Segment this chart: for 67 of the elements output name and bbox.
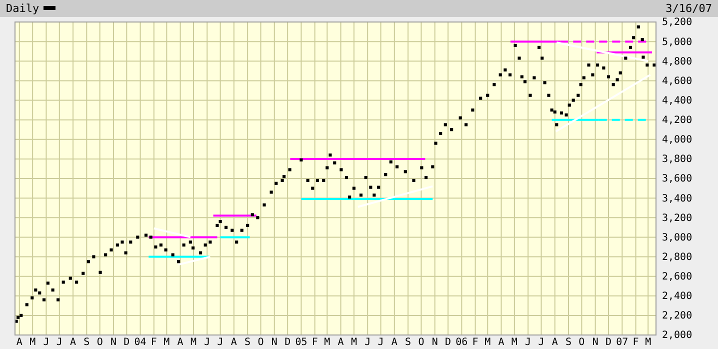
x-tick-label: N [271,337,278,348]
x-tick-label: N [592,337,598,348]
x-tick-label: O [96,337,103,348]
x-tick-label: N [432,337,438,348]
x-tick-label: A [338,337,344,348]
x-tick-label: M [511,337,518,348]
y-tick-label: 4,000 [662,134,692,146]
x-tick-label: J [217,337,224,348]
x-tick-label: M [645,337,652,348]
x-tick-label: J [364,337,371,348]
x-tick-label: 06 [456,337,468,348]
x-tick-label: S [244,337,251,348]
x-tick-label: O [258,337,264,348]
x-tick-label: F [150,337,157,348]
y-tick-label: 3,400 [662,193,692,204]
x-tick-label: A [16,337,22,348]
y-tick-label: 4,600 [662,76,692,87]
x-tick-label: F [632,337,639,348]
x-tick-label: D [284,337,291,348]
y-tick-label: 2,600 [662,272,692,283]
x-tick-label: D [606,337,612,348]
x-tick-label: J [56,337,62,348]
y-tick-label: 4,200 [662,115,692,126]
y-tick-label: 4,400 [662,95,692,106]
y-tick-label: 5,200 [662,17,692,28]
x-tick-label: F [312,337,318,348]
x-tick-label: J [378,337,384,348]
x-tick-label: D [445,337,452,348]
x-tick-label: O [578,337,585,348]
y-tick-label: 3,800 [662,154,692,166]
x-tick-label: M [164,337,170,348]
chart-title: Daily [6,2,40,15]
x-tick-label: 07 [616,337,628,348]
x-tick-label: 04 [134,337,146,348]
x-tick-label: M [30,337,36,348]
x-tick-label: A [177,337,184,348]
x-tick-label: J [43,337,50,348]
y-tick-label: 3,600 [662,174,692,185]
x-tick-label: A [552,337,558,348]
x-tick-label: S [565,337,572,348]
x-tick-label: M [190,337,197,348]
x-tick-label: J [525,337,532,348]
x-tick-label: S [84,337,90,348]
x-tick-label: F [472,337,478,348]
y-tick-label: 3,200 [662,212,692,224]
x-tick-label: A [70,337,76,348]
text: 3/16/07 [666,2,712,15]
x-tick-label: A [391,337,398,348]
y-tick-label: 2,400 [662,291,692,302]
x-tick-label: A [498,337,504,348]
x-tick-label: S [405,337,412,348]
y-tick-label: 2,200 [662,310,692,322]
x-tick-label: N [110,337,116,348]
x-tick-label: M [350,337,357,348]
y-tick-label: 2,000 [662,330,692,342]
x-tick-label: J [204,337,210,348]
x-tick-label: M [324,337,330,348]
x-tick-label: D [124,337,130,348]
x-tick-label: A [230,337,237,348]
y-tick-label: 3,000 [662,232,692,244]
x-tick-label: M [484,337,491,348]
y-tick-label: 2,800 [662,252,692,263]
y-tick-label: 5,000 [662,36,692,48]
x-tick-label: 05 [295,337,308,348]
x-tick-label: J [538,337,544,348]
y-tick-label: 4,800 [662,56,692,68]
x-tick-label: O [418,337,424,348]
